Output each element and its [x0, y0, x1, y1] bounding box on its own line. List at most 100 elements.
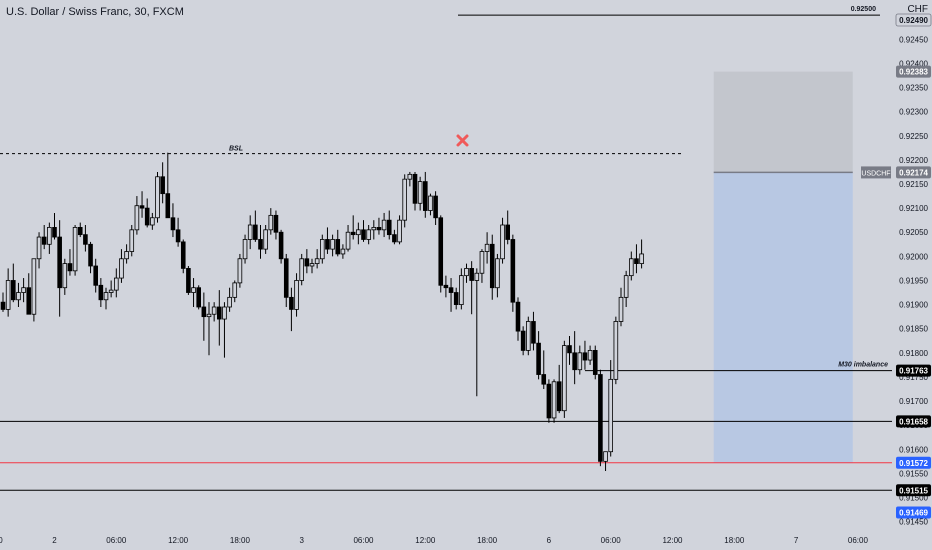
candle: [582, 340, 588, 370]
time-tick: 2: [52, 536, 57, 545]
candle-body: [556, 381, 562, 412]
time-axis[interactable]: 18:00 2 06:00 12:00 18:00 3 06:00 12:00 18:00 6 06…: [0, 530, 892, 550]
candle-body: [520, 330, 526, 351]
candle-body: [479, 251, 485, 274]
candle-body: [186, 268, 191, 293]
candle: [572, 331, 577, 385]
candle-body: [603, 451, 608, 462]
candle-body: [165, 193, 171, 219]
candle: [139, 191, 145, 218]
candle-body: [562, 345, 567, 412]
candle: [206, 302, 212, 356]
candle-body: [309, 263, 315, 267]
price-tick: 0.92150: [899, 180, 928, 189]
position-tool[interactable]: [713, 71, 853, 463]
cross-marker-icon[interactable]: [456, 134, 469, 147]
candle-body: [119, 258, 124, 279]
price-tick: 0.91800: [899, 349, 928, 358]
price-tag-bg: [896, 506, 931, 519]
candle: [227, 287, 232, 312]
price-tag[interactable]: 0.92490: [895, 13, 932, 27]
price-tag-label: 0.91515: [899, 486, 928, 495]
candle-body: [62, 263, 68, 289]
price-tag[interactable]: 0.91763: [896, 364, 931, 377]
candle-body: [273, 214, 279, 233]
candle: [453, 287, 459, 310]
candle-body: [536, 342, 541, 375]
candle: [464, 263, 469, 283]
candle: [119, 249, 124, 283]
imbalance-label: M30 imbalance: [838, 362, 888, 369]
candle: [345, 225, 351, 252]
candle: [417, 176, 423, 211]
candle: [469, 261, 474, 315]
candle: [26, 273, 32, 315]
candle: [98, 278, 104, 307]
candle-body: [196, 287, 202, 308]
candle: [376, 217, 382, 235]
candle-body: [278, 231, 284, 260]
candle-body: [57, 236, 62, 289]
candle-body: [26, 287, 32, 315]
candle: [170, 203, 176, 238]
candle-body: [155, 176, 160, 219]
candle: [634, 244, 639, 274]
candle: [598, 369, 603, 467]
price-tag[interactable]: 0.91572: [896, 456, 931, 469]
price-axis[interactable]: 0.92450 0.92400 0.92350 0.92300 0.92250 0.922…: [861, 0, 932, 550]
time-tick: 06:00: [353, 536, 374, 545]
candle: [562, 340, 567, 418]
candle: [88, 241, 93, 274]
candle-body: [629, 258, 634, 277]
time-tick: 18:00: [0, 536, 3, 545]
candle: [278, 229, 284, 264]
candle: [124, 244, 129, 264]
candle-body: [268, 214, 274, 231]
price-tick: 0.91550: [899, 469, 928, 478]
candle: [41, 225, 47, 250]
bsl-label: BSL: [229, 146, 243, 153]
ticker-tag[interactable]: [861, 166, 891, 179]
candle-body: [546, 383, 552, 419]
candle-body: [412, 173, 418, 204]
candle: [541, 350, 547, 389]
candle: [443, 275, 449, 298]
candle-body: [232, 282, 238, 298]
candle: [237, 253, 243, 288]
candle: [165, 152, 171, 219]
time-tick: 12:00: [415, 536, 436, 545]
candle: [623, 270, 629, 307]
candle: [47, 222, 52, 254]
candle: [629, 251, 634, 281]
stop-loss-zone[interactable]: [713, 71, 853, 173]
candle-body: [577, 352, 583, 371]
candle-body: [314, 258, 320, 264]
take-profit-zone[interactable]: [713, 172, 853, 463]
candle: [273, 210, 279, 240]
candle: [567, 335, 572, 365]
candle-body: [526, 321, 531, 351]
candle: [0, 292, 6, 312]
price-tag[interactable]: 0.91469: [896, 506, 931, 519]
candle: [263, 225, 268, 254]
price-tag-label: 0.92174: [899, 168, 928, 177]
price-tag[interactable]: 0.91515: [896, 484, 931, 497]
candle-body: [433, 195, 438, 219]
price-tag[interactable]: 0.91658: [896, 415, 931, 428]
candle: [608, 360, 613, 457]
candle: [155, 171, 160, 223]
candle-body: [623, 275, 629, 298]
price-tag[interactable]: 0.92383: [896, 65, 931, 78]
candle: [299, 253, 304, 286]
candle: [330, 234, 335, 257]
candle: [175, 217, 181, 247]
price-tag[interactable]: 0.92174: [896, 166, 931, 179]
candle-body: [98, 284, 104, 301]
candle-body: [83, 234, 88, 245]
price-tag-bg: [896, 166, 931, 179]
candle-body: [582, 352, 588, 361]
candle-body: [402, 178, 407, 221]
candle: [520, 326, 526, 356]
candle: [62, 258, 68, 295]
